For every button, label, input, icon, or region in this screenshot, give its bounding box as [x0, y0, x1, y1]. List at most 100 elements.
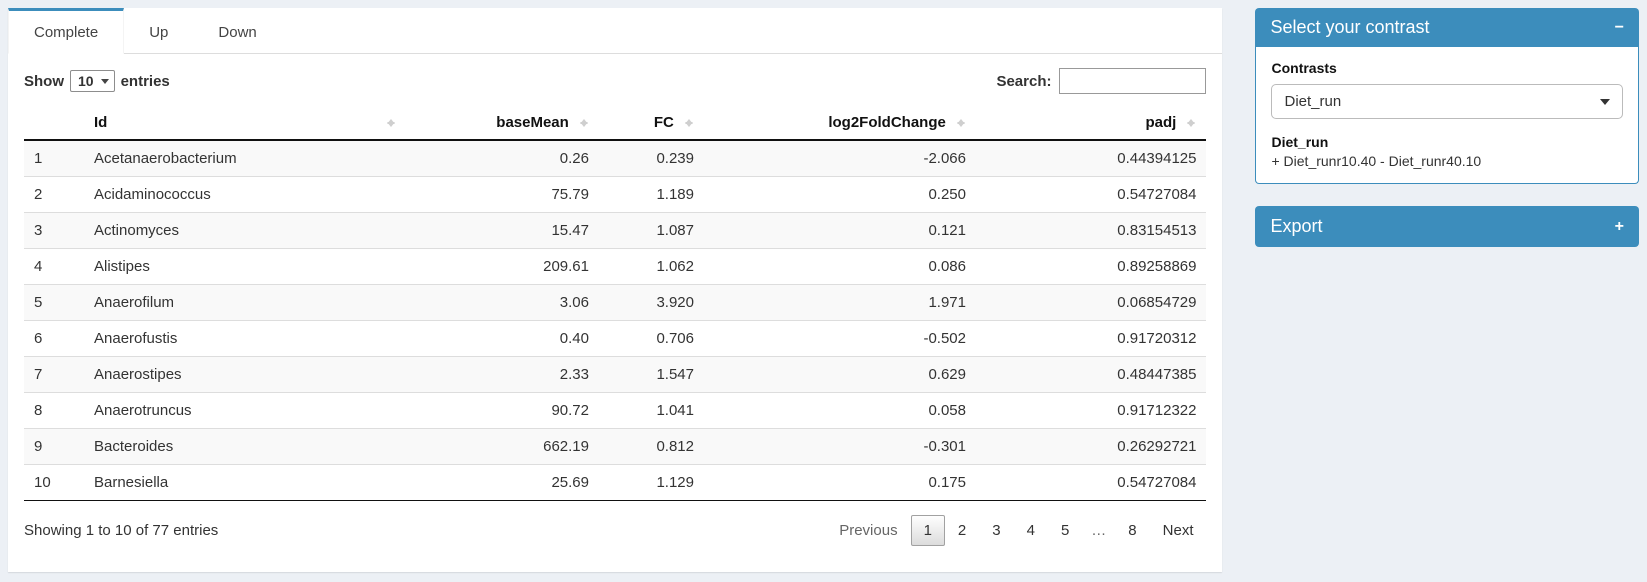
- contrast-select-value: Diet_run: [1284, 93, 1342, 110]
- caret-down-icon: [1600, 98, 1610, 105]
- cell-log2fc: -0.301: [704, 428, 976, 465]
- cell-rownum: 9: [24, 428, 84, 465]
- pagination-page-4[interactable]: 4: [1026, 522, 1035, 540]
- table-row: 9 Bacteroides 662.19 0.812 -0.301 0.2629…: [24, 428, 1207, 465]
- cell-fc: 0.812: [599, 428, 704, 465]
- show-label: Show: [24, 72, 64, 90]
- column-header-id[interactable]: Id: [84, 106, 404, 142]
- results-card: Complete Up Down Show 10 entries Search:: [8, 8, 1223, 572]
- cell-rownum: 4: [24, 248, 84, 285]
- entries-length-control: Show 10 entries: [24, 70, 170, 92]
- cell-padj: 0.89258869: [976, 248, 1207, 285]
- pagination: Previous 1 2 3 4 5 … 8 Next: [826, 515, 1206, 547]
- column-header-log2fc-label: log2FoldChange: [828, 114, 946, 131]
- cell-padj: 0.91712322: [976, 392, 1207, 429]
- contrast-panel-header: Select your contrast −: [1255, 8, 1639, 47]
- column-header-log2fc[interactable]: log2FoldChange: [704, 106, 976, 142]
- pagination-page-2[interactable]: 2: [957, 522, 967, 540]
- column-header-fc-label: FC: [653, 114, 674, 131]
- cell-id: Anaerofustis: [84, 320, 404, 357]
- pagination-page-5[interactable]: 5: [1060, 522, 1070, 540]
- sort-icon[interactable]: [685, 115, 694, 131]
- collapse-minus-icon[interactable]: −: [1614, 18, 1624, 36]
- expand-plus-icon[interactable]: +: [1614, 217, 1624, 235]
- table-row: 8 Anaerotruncus 90.72 1.041 0.058 0.9171…: [24, 392, 1207, 429]
- pagination-next[interactable]: Next: [1162, 522, 1194, 540]
- cell-id: Barnesiella: [84, 464, 404, 502]
- cell-rownum: 5: [24, 284, 84, 321]
- results-tabbar: Complete Up Down: [8, 8, 1223, 54]
- sort-icon[interactable]: [580, 115, 589, 131]
- cell-id: Alistipes: [84, 248, 404, 285]
- cell-fc: 1.129: [599, 464, 704, 502]
- sort-icon[interactable]: [1187, 115, 1196, 131]
- cell-log2fc: -0.502: [704, 320, 976, 357]
- cell-basemean: 662.19: [404, 428, 599, 465]
- cell-id: Anaerostipes: [84, 356, 404, 393]
- cell-padj: 0.54727084: [976, 176, 1207, 213]
- sort-icon[interactable]: [387, 115, 396, 131]
- tab-complete[interactable]: Complete: [8, 8, 125, 54]
- cell-id: Acetanaerobacterium: [84, 139, 404, 177]
- column-header-padj[interactable]: padj: [976, 106, 1207, 142]
- pagination-page-3[interactable]: 3: [992, 522, 1001, 540]
- cell-rownum: 3: [24, 212, 84, 249]
- cell-basemean: 75.79: [404, 176, 599, 213]
- pagination-previous[interactable]: Previous: [839, 522, 898, 540]
- table-row: 1 Acetanaerobacterium 0.26 0.239 -2.066 …: [24, 139, 1207, 177]
- contrasts-label: Contrasts: [1271, 60, 1337, 76]
- cell-log2fc: 0.629: [704, 356, 976, 393]
- cell-rownum: 8: [24, 392, 84, 429]
- entries-label: entries: [120, 72, 170, 90]
- cell-log2fc: 0.086: [704, 248, 976, 285]
- export-panel-header[interactable]: Export +: [1255, 206, 1639, 247]
- cell-fc: 1.041: [599, 392, 704, 429]
- contrast-detail: Diet_run + Diet_runr10.40 - Diet_runr40.…: [1271, 134, 1623, 169]
- cell-fc: 3.920: [599, 284, 704, 321]
- table-row: 5 Anaerofilum 3.06 3.920 1.971 0.0685472…: [24, 284, 1207, 321]
- contrast-panel-body: Contrasts Diet_run Diet_run + Diet_runr1…: [1255, 47, 1639, 184]
- cell-fc: 1.547: [599, 356, 704, 393]
- cell-padj: 0.54727084: [976, 464, 1207, 502]
- entries-select[interactable]: 10: [70, 70, 115, 92]
- cell-fc: 1.062: [599, 248, 704, 285]
- contrast-select[interactable]: Diet_run: [1271, 84, 1623, 119]
- cell-fc: 0.239: [599, 139, 704, 177]
- table-row: 7 Anaerostipes 2.33 1.547 0.629 0.484473…: [24, 356, 1207, 393]
- cell-id: Anaerotruncus: [84, 392, 404, 429]
- cell-log2fc: 0.250: [704, 176, 976, 213]
- search-control: Search:: [996, 68, 1207, 94]
- cell-basemean: 2.33: [404, 356, 599, 393]
- cell-fc: 1.087: [599, 212, 704, 249]
- cell-fc: 0.706: [599, 320, 704, 357]
- column-header-id-label: Id: [94, 114, 108, 132]
- pagination-page-1[interactable]: 1: [910, 515, 945, 547]
- export-panel-title: Export: [1270, 216, 1323, 236]
- cell-basemean: 90.72: [404, 392, 599, 429]
- search-input[interactable]: [1059, 68, 1207, 94]
- cell-log2fc: 1.971: [704, 284, 976, 321]
- entries-select-value: 10: [78, 73, 94, 89]
- table-row: 2 Acidaminococcus 75.79 1.189 0.250 0.54…: [24, 176, 1207, 213]
- sort-icon[interactable]: [957, 115, 966, 131]
- cell-id: Actinomyces: [84, 212, 404, 249]
- cell-rownum: 7: [24, 356, 84, 393]
- table-row: 3 Actinomyces 15.47 1.087 0.121 0.831545…: [24, 212, 1207, 249]
- column-header-padj-label: padj: [1145, 114, 1177, 131]
- column-header-fc[interactable]: FC: [599, 106, 704, 142]
- cell-rownum: 10: [24, 464, 84, 502]
- cell-padj: 0.83154513: [976, 212, 1207, 249]
- column-header-rownum: [24, 106, 84, 142]
- contrast-panel: Select your contrast − Contrasts Diet_ru…: [1255, 8, 1639, 184]
- cell-padj: 0.44394125: [976, 139, 1207, 177]
- contrast-detail-formula: + Diet_runr10.40 - Diet_runr40.10: [1271, 153, 1482, 169]
- cell-id: Bacteroides: [84, 428, 404, 465]
- tab-up[interactable]: Up: [149, 24, 169, 41]
- cell-log2fc: 0.121: [704, 212, 976, 249]
- tab-down[interactable]: Down: [218, 24, 257, 41]
- column-header-basemean[interactable]: baseMean: [404, 106, 599, 142]
- sidebar-column: Select your contrast − Contrasts Diet_ru…: [1255, 8, 1639, 572]
- pagination-page-8[interactable]: 8: [1128, 522, 1137, 540]
- cell-log2fc: -2.066: [704, 139, 976, 177]
